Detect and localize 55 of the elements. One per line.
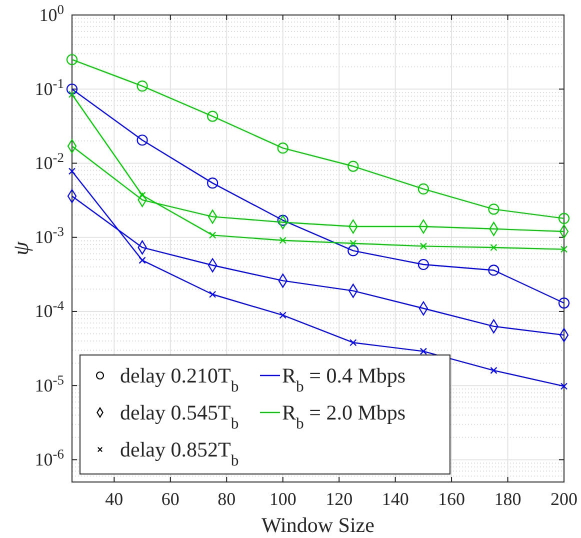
y-tick-label: 10$^{-3}$ — [34, 224, 64, 248]
legend-label: R$_{b}$ = 0.4 Mbps — [282, 364, 406, 395]
point — [348, 160, 359, 172]
y-axis-title: ψ — [8, 241, 33, 256]
point — [209, 232, 216, 239]
point — [418, 258, 429, 270]
x-tick-label: 120 — [326, 488, 353, 509]
point — [136, 80, 148, 92]
x-tick-label: 160 — [438, 488, 466, 509]
point — [418, 183, 429, 194]
x-tick-label: 80 — [218, 488, 236, 509]
point — [558, 212, 570, 224]
point — [490, 244, 498, 252]
x-axis-title: Window Size — [262, 513, 374, 537]
x-tick-label: 100 — [269, 488, 296, 509]
point — [348, 245, 359, 256]
x-tick-label: 60 — [161, 488, 180, 509]
point — [209, 290, 216, 298]
point — [350, 339, 357, 346]
y-tick-label: 10$^{0}$ — [39, 1, 64, 25]
y-tick-label: 10$^{-6}$ — [34, 446, 64, 470]
y-tick-label: 10$^{-1}$ — [34, 75, 64, 99]
y-tick-label: 10$^{-4}$ — [34, 298, 64, 322]
point — [207, 178, 218, 189]
point — [560, 246, 568, 253]
point — [277, 142, 288, 154]
point — [350, 240, 357, 247]
point — [68, 168, 76, 175]
point — [488, 264, 500, 276]
legend-label: R$_{b}$ = 2.0 Mbps — [282, 400, 406, 432]
point — [138, 192, 146, 199]
point — [279, 236, 286, 244]
point — [136, 134, 148, 146]
point — [560, 382, 568, 390]
x-tick-label: 200 — [550, 488, 578, 509]
legend-label: delay 0.852T$_{b}$ — [120, 438, 239, 469]
point — [488, 204, 500, 215]
point — [68, 90, 76, 98]
point — [420, 348, 427, 355]
x-tick-label: 40 — [105, 488, 124, 509]
y-tick-label: 10$^{-5}$ — [34, 372, 64, 396]
point — [279, 312, 286, 319]
point — [277, 214, 288, 226]
x-tick-label: 180 — [494, 488, 522, 509]
point — [490, 366, 498, 374]
point — [66, 54, 78, 66]
legend-label: delay 0.545T$_{b}$ — [120, 400, 239, 432]
point — [207, 110, 218, 122]
x-tick-label: 140 — [382, 488, 409, 509]
legend-label: delay 0.210T$_{b}$ — [120, 364, 239, 395]
y-tick-label: 10$^{-2}$ — [34, 149, 64, 173]
point — [66, 84, 78, 95]
point — [558, 297, 570, 309]
point — [138, 256, 146, 264]
point — [420, 242, 427, 250]
